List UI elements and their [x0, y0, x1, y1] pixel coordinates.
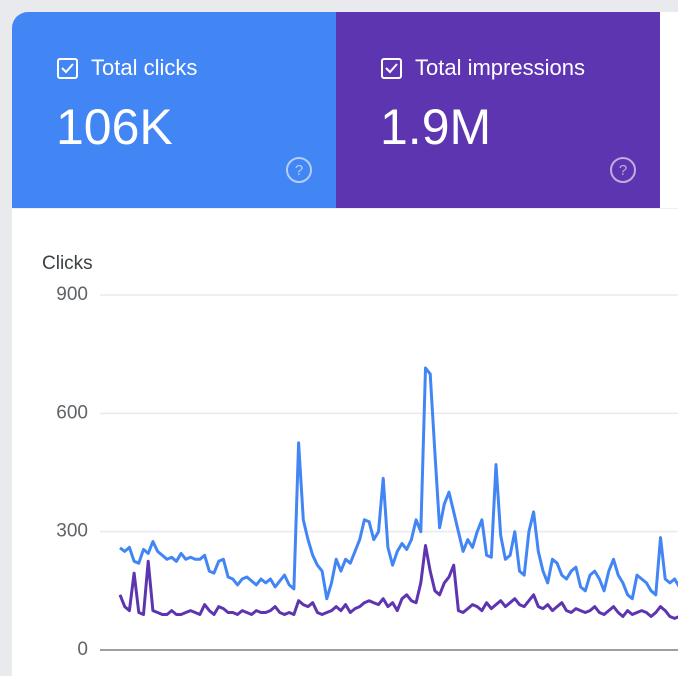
metric-card	[336, 12, 660, 208]
next-card	[660, 12, 678, 208]
checkbox	[381, 58, 402, 79]
y-tick-label: 600	[56, 402, 88, 423]
help-icon	[286, 157, 312, 183]
card-value: 106K	[56, 99, 173, 155]
y-tick-label: 300	[56, 521, 88, 542]
series-line	[119, 366, 678, 601]
y-tick-label: 0	[77, 639, 88, 660]
card-value: 1.9M	[380, 99, 491, 155]
series-line	[118, 544, 678, 620]
card-label: Total clicks	[91, 55, 197, 80]
card-label: Total impressions	[415, 55, 585, 80]
y-tick-label: 900	[56, 284, 88, 305]
y-axis-title: Clicks	[42, 253, 93, 274]
help-mark: ?	[295, 162, 303, 179]
checkmark	[61, 63, 74, 74]
checkmark	[385, 63, 398, 74]
checkbox	[57, 58, 78, 79]
metric-card	[12, 12, 336, 208]
help-mark: ?	[619, 162, 627, 179]
help-icon	[610, 157, 636, 183]
